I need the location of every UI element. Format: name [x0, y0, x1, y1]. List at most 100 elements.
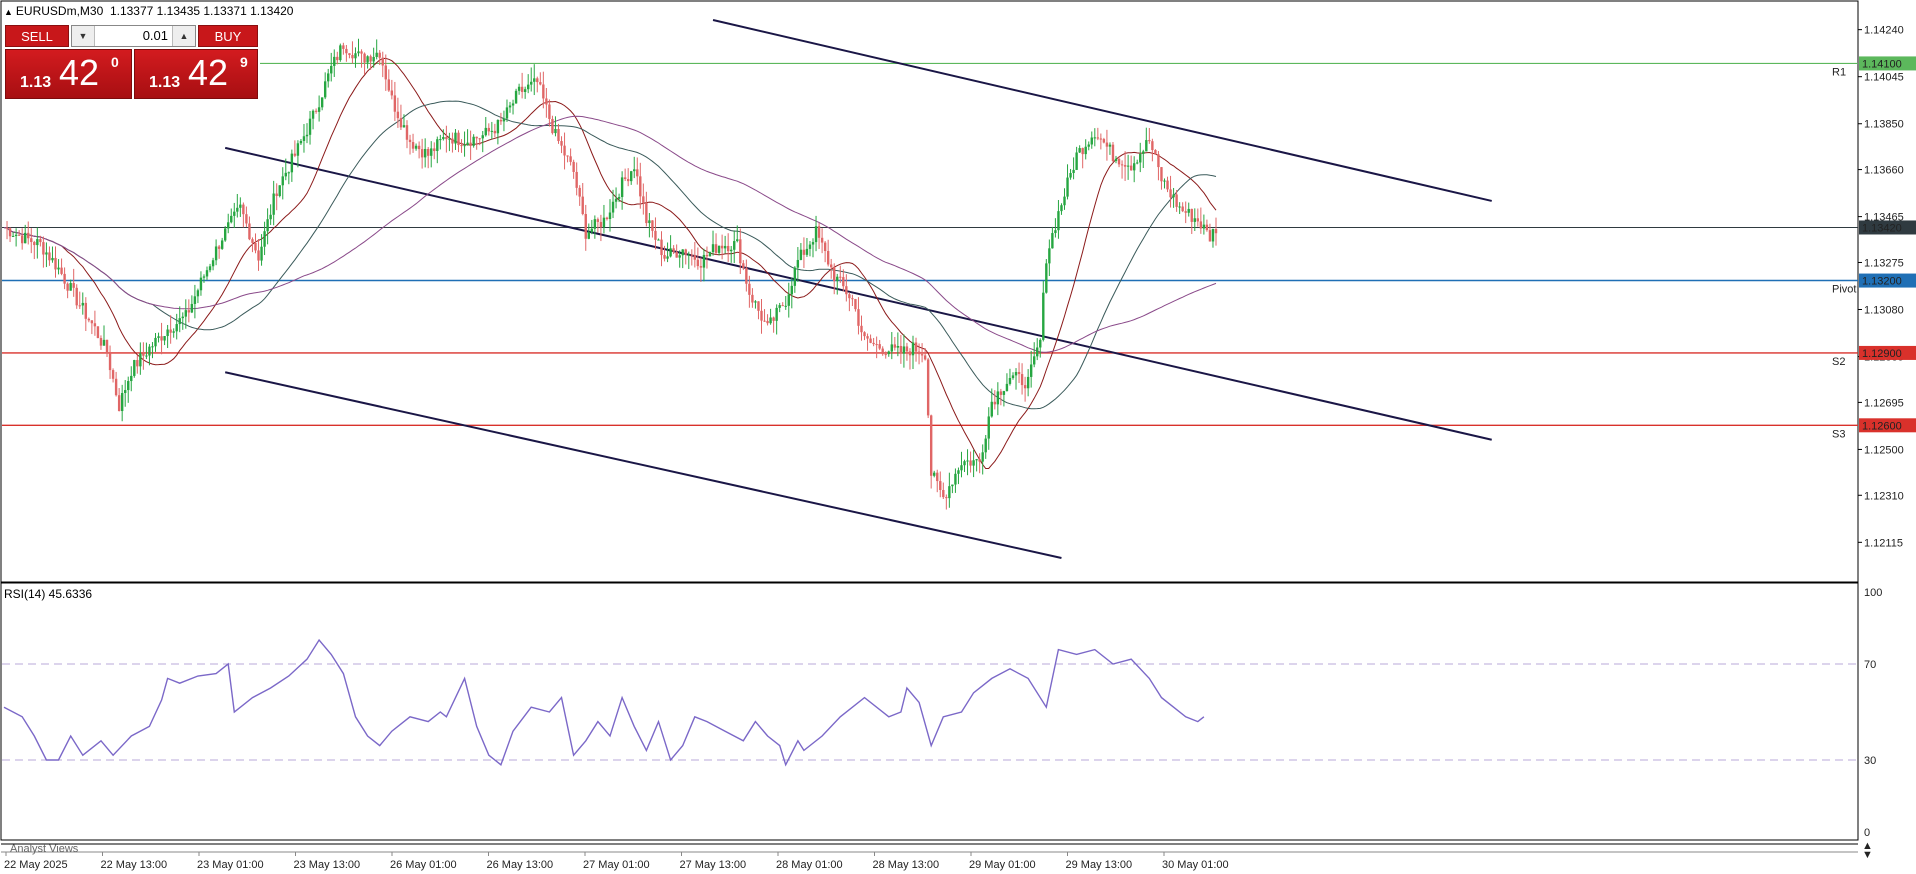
candle-body — [602, 217, 606, 228]
candle-body — [157, 336, 160, 338]
candle-body — [860, 325, 863, 333]
main-plot-frame — [0, 0, 1859, 583]
candle-body — [1057, 211, 1060, 231]
candle-body — [836, 276, 839, 282]
candle-body — [390, 90, 394, 96]
candle-body — [499, 119, 503, 122]
collapse-triangle-icon[interactable]: ▲ — [4, 7, 13, 17]
candle-body — [339, 45, 342, 61]
candle-body — [587, 232, 590, 239]
candle-body — [54, 257, 57, 270]
candle-body — [566, 155, 569, 157]
candle-body — [96, 326, 100, 339]
candle-body — [393, 95, 397, 112]
candle-body — [884, 354, 887, 356]
candle-body — [1105, 142, 1109, 147]
candle-body — [711, 244, 715, 253]
lot-increase-arrow-icon[interactable]: ▲ — [172, 26, 195, 46]
channel-trendline-3[interactable] — [712, 19, 1492, 202]
candle-body — [581, 196, 584, 215]
moving-average-20 — [3, 57, 1217, 469]
candle-body — [1181, 206, 1184, 212]
sell-button[interactable]: SELL — [5, 25, 69, 47]
candle-body — [1093, 137, 1096, 139]
candle-body — [590, 228, 594, 233]
level-price-tag-1.12600 — [1859, 418, 1916, 433]
candle-body — [575, 171, 578, 188]
time-tick-label: 28 May 13:00 — [873, 859, 940, 871]
candle-body — [960, 465, 963, 471]
candle-body — [530, 81, 533, 85]
candle-body — [784, 305, 787, 307]
candle-body — [593, 219, 597, 229]
candle-body — [957, 470, 960, 474]
time-tick-label: 30 May 01:00 — [1162, 859, 1229, 871]
candle-body — [187, 310, 191, 313]
candle-body — [754, 301, 757, 303]
candle-body — [1148, 140, 1151, 142]
candle-body — [948, 486, 951, 499]
level-price-text-1.14100: 1.14100 — [1862, 58, 1902, 70]
candle-body — [769, 317, 772, 324]
candle-body — [678, 255, 681, 258]
candle-body — [939, 481, 942, 491]
candle-body — [842, 277, 845, 287]
candle-body — [926, 359, 930, 416]
lot-decrease-arrow-icon[interactable]: ▼ — [72, 26, 95, 46]
candle-body — [48, 252, 51, 261]
candle-body — [775, 307, 778, 321]
candle-body — [730, 249, 733, 252]
candle-body — [166, 329, 169, 337]
candle-body — [866, 336, 869, 339]
candle-body — [1054, 230, 1057, 234]
candle-body — [299, 140, 303, 144]
candle-body — [1036, 347, 1039, 357]
candle-body — [45, 252, 48, 255]
buy-button[interactable]: BUY — [198, 25, 258, 47]
time-tick-label: 27 May 13:00 — [680, 859, 747, 871]
candle-body — [651, 220, 654, 231]
candle-body — [1172, 194, 1175, 198]
candle-body — [263, 231, 266, 247]
candle-body — [572, 161, 575, 172]
lot-size-stepper[interactable]: ▼ 0.01 ▲ — [71, 25, 196, 47]
candle-body — [66, 283, 69, 291]
candle-body — [845, 286, 848, 295]
candle-body — [369, 56, 372, 62]
candle-body — [966, 460, 969, 462]
candle-body — [636, 169, 639, 177]
candle-body — [39, 239, 42, 243]
candle-body — [330, 65, 333, 74]
candle-body — [793, 267, 797, 286]
candle-body — [942, 490, 945, 498]
candle-body — [951, 484, 954, 487]
channel-trendline-2[interactable] — [224, 371, 1062, 559]
channel-trendline-1[interactable] — [224, 146, 1492, 441]
candle-body — [684, 249, 687, 255]
candle-body — [105, 339, 109, 354]
candle-body — [457, 132, 460, 146]
candle-body — [757, 301, 760, 311]
candle-body — [1117, 158, 1121, 165]
buy-price-box[interactable]: 1.13 42 9 — [134, 49, 258, 99]
candle-body — [533, 78, 536, 82]
candle-body — [154, 337, 157, 347]
candle-body — [817, 226, 821, 238]
lot-size-input[interactable]: 0.01 — [142, 28, 168, 43]
candle-body — [460, 145, 463, 147]
candle-body — [1132, 163, 1136, 171]
candle-body — [1069, 173, 1072, 178]
candle-body — [811, 242, 815, 245]
candle-body — [490, 130, 494, 132]
candle-body — [214, 246, 218, 261]
candle-body — [305, 134, 309, 137]
candle-body — [81, 302, 84, 306]
candle-body — [778, 305, 781, 308]
candle-body — [266, 219, 269, 232]
analyst-views-tab[interactable]: Analyst Views — [10, 843, 79, 855]
candle-body — [672, 248, 675, 252]
candle-body — [360, 51, 363, 54]
sell-price-box[interactable]: 1.13 42 0 — [5, 49, 132, 99]
candle-body — [145, 355, 148, 357]
